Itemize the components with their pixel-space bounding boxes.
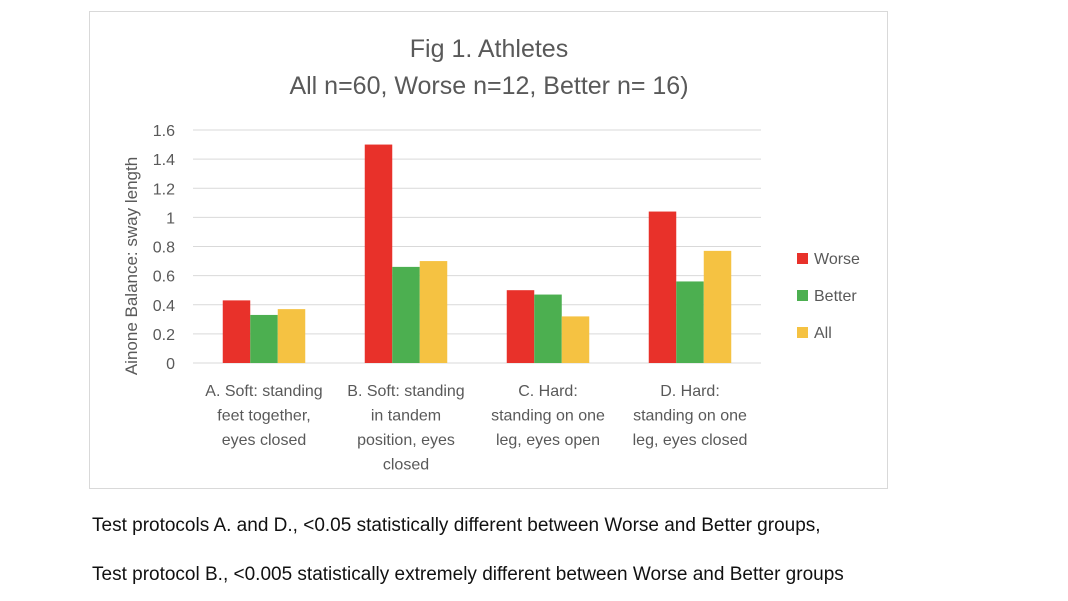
x-category-label-line: standing on one <box>491 408 605 425</box>
legend-label-better: Better <box>814 288 857 305</box>
x-category-label-line: eyes closed <box>222 432 307 449</box>
legend-swatch-worse <box>797 253 808 264</box>
x-category-label-line: leg, eyes open <box>496 432 600 449</box>
x-category-label-line: in tandem <box>371 408 441 425</box>
caption-line-1: Test protocols A. and D., <0.05 statisti… <box>92 515 821 536</box>
bar-better-2 <box>392 266 420 363</box>
x-category-label: C. Hard: standing on one leg, eyes open <box>491 383 605 449</box>
bar-worse-4 <box>648 211 677 363</box>
bar-all-2 <box>419 261 448 363</box>
bars <box>222 144 732 363</box>
x-category-label: D. Hard: standing on one leg, eyes closed <box>633 383 748 449</box>
y-axis-ticks: 0 0.2 0.4 0.6 0.8 1 1.2 1.4 1.6 <box>153 123 175 373</box>
y-tick-label: 1 <box>166 210 175 227</box>
x-category-label-line: C. Hard: <box>518 383 578 400</box>
x-category-label-line: D. Hard: <box>660 383 720 400</box>
y-axis-label: Ainone Balance: sway length <box>122 157 141 375</box>
y-tick-label: 0.4 <box>153 298 175 315</box>
x-category-label-line: B. Soft: standing <box>347 383 464 400</box>
y-tick-label: 0.2 <box>153 327 175 344</box>
x-category-label-line: standing on one <box>633 408 747 425</box>
bar-all-1 <box>277 309 306 363</box>
legend-label-all: All <box>814 325 832 342</box>
y-tick-label: 1.2 <box>153 181 175 198</box>
bar-worse-2 <box>364 144 393 363</box>
legend-swatch-all <box>797 327 808 338</box>
bar-worse-1 <box>222 300 251 363</box>
bar-worse-3 <box>506 290 535 363</box>
chart-frame <box>89 11 888 489</box>
x-category-label: B. Soft: standing in tandem position, eyes… <box>347 383 464 474</box>
chart-subtitle: All n=60, Worse n=12, Better n= 16) <box>289 72 688 100</box>
x-category-label-line: A. Soft: standing <box>205 383 322 400</box>
y-tick-label: 0 <box>166 356 175 373</box>
x-category-label-line: closed <box>383 457 429 474</box>
bar-better-1 <box>250 314 278 363</box>
y-tick-label: 1.4 <box>153 152 175 169</box>
bar-better-3 <box>534 294 562 363</box>
bar-better-4 <box>676 281 704 363</box>
caption-line-2: Test protocol B., <0.005 statistically e… <box>92 564 844 585</box>
bar-all-3 <box>561 316 590 363</box>
x-category-label-line: leg, eyes closed <box>633 432 748 449</box>
x-category-label-line: position, eyes <box>357 432 455 449</box>
y-tick-label: 0.6 <box>153 269 175 286</box>
bar-all-4 <box>703 250 732 363</box>
y-tick-label: 0.8 <box>153 240 175 257</box>
x-category-label-line: feet together, <box>217 408 310 425</box>
legend-swatch-better <box>797 290 808 301</box>
legend: Worse Better All <box>797 251 860 342</box>
chart-title: Fig 1. Athletes <box>410 35 568 63</box>
x-axis-labels: A. Soft: standing feet together, eyes clos… <box>205 383 747 474</box>
y-tick-label: 1.6 <box>153 123 175 140</box>
legend-label-worse: Worse <box>814 251 860 268</box>
x-category-label: A. Soft: standing feet together, eyes clos… <box>205 383 322 449</box>
